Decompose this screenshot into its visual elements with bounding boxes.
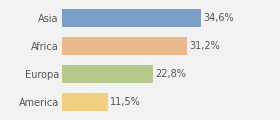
Bar <box>62 93 108 111</box>
Bar <box>62 9 200 27</box>
Bar <box>62 65 153 83</box>
Bar <box>62 37 187 55</box>
Text: 34,6%: 34,6% <box>203 13 234 23</box>
Text: 11,5%: 11,5% <box>110 97 141 107</box>
Text: 22,8%: 22,8% <box>156 69 186 79</box>
Text: 31,2%: 31,2% <box>189 41 220 51</box>
